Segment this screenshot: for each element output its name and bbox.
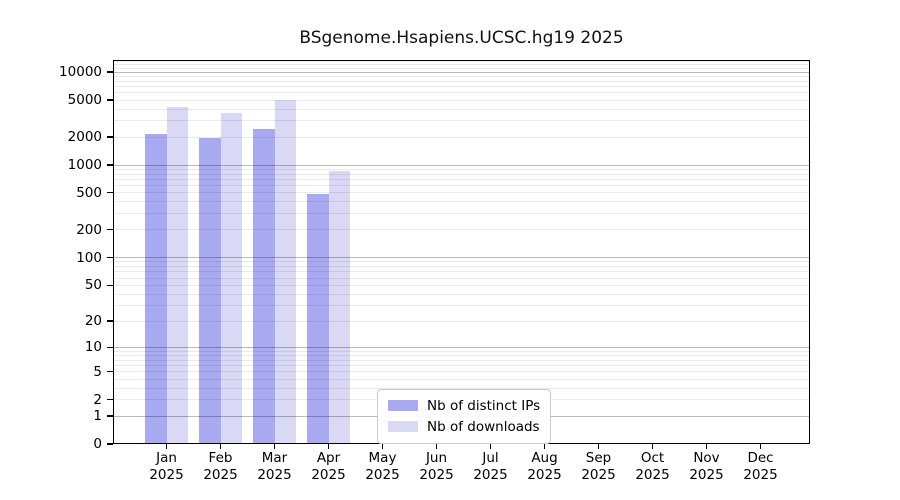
x-tick-label-jan: Jan 2025 [135,450,199,484]
y-tick [106,415,113,417]
x-tick-label-feb: Feb 2025 [189,450,253,484]
y-tick-label: 1000 [67,157,102,173]
y-tick-label: 10000 [59,64,102,80]
y-tick [106,136,113,138]
y-tick [106,320,113,322]
y-tick-label: 10 [84,339,102,356]
x-tick [597,444,600,449]
y-tick-label: 200 [76,221,102,238]
x-tick-year: 2025 [473,467,508,483]
x-tick-year: 2025 [149,467,184,483]
legend-item-downloads: Nb of downloads [378,416,550,437]
y-tick [106,371,113,373]
y-tick-label: 100 [76,249,102,266]
x-tick [489,444,492,449]
bar-distinct-ips-feb [199,138,221,443]
x-tick [705,444,708,449]
x-tick-label-nov: Nov 2025 [675,450,739,484]
legend-label-distinct-ips: Nb of distinct IPs [427,397,541,414]
bar-downloads-apr [328,171,350,443]
x-tick-label-dec: Dec 2025 [729,450,793,484]
y-tick-label: 20 [84,313,102,329]
x-tick-month: Dec [747,450,774,466]
bar-distinct-ips-jan [145,134,167,443]
x-tick-label-jun: Jun 2025 [405,450,469,484]
x-tick [381,444,384,449]
y-tick [106,164,113,166]
x-tick-label-jul: Jul 2025 [459,450,523,484]
x-tick-month: Jul [482,450,499,466]
x-tick-month: Apr [316,450,341,466]
y-tick [106,284,113,286]
y-tick [106,443,113,445]
y-tick-label: 2 [93,391,102,408]
bar-distinct-ips-apr [307,193,329,443]
y-tick [106,399,113,401]
legend-swatch-distinct-ips [388,400,418,411]
x-tick-year: 2025 [365,467,400,483]
bar-downloads-mar [274,100,296,443]
x-tick-year: 2025 [635,467,670,483]
x-tick-label-apr: Apr 2025 [297,450,361,484]
x-tick [759,444,762,449]
y-tick [106,71,113,73]
x-tick-month: Nov [693,450,720,466]
legend-label-downloads: Nb of downloads [427,418,540,435]
y-tick-label: 5000 [67,92,102,108]
legend-swatch-downloads [388,421,418,432]
x-tick [273,444,276,449]
x-tick-month: May [368,450,397,466]
bar-downloads-feb [220,112,242,443]
x-tick [165,444,168,449]
plot-area: Nb of distinct IPs Nb of downloads [113,60,810,444]
x-tick [435,444,438,449]
x-tick [219,444,222,449]
x-tick-year: 2025 [311,467,346,483]
x-tick-month: Sep [585,450,612,466]
x-tick-month: Jan [156,450,177,466]
bar-downloads-jan [166,107,188,443]
bars-layer [114,61,809,443]
x-tick-label-aug: Aug 2025 [513,450,577,484]
y-tick-label: 1 [93,408,102,424]
x-tick-year: 2025 [257,467,292,483]
y-tick [106,257,113,259]
x-tick [543,444,546,449]
x-tick-month: Feb [208,450,233,466]
x-tick-year: 2025 [581,467,616,483]
legend: Nb of distinct IPs Nb of downloads [377,389,551,444]
y-tick [106,99,113,101]
x-tick-label-may: May 2025 [351,450,415,484]
x-tick-year: 2025 [527,467,562,483]
x-tick-month: Aug [531,450,558,466]
x-tick-label-mar: Mar 2025 [243,450,307,484]
x-tick-year: 2025 [743,467,778,483]
y-tick [106,346,113,348]
x-tick-label-sep: Sep 2025 [567,450,631,484]
x-tick-year: 2025 [689,467,724,483]
y-tick [106,192,113,194]
x-tick-month: Jun [425,450,448,466]
y-tick [106,229,113,231]
chart-title: BSgenome.Hsapiens.UCSC.hg19 2025 [299,28,624,48]
bar-distinct-ips-mar [253,129,275,443]
x-tick-month: Mar [261,450,288,466]
x-tick [327,444,330,449]
x-tick-year: 2025 [419,467,454,483]
y-tick-label: 2000 [67,129,102,145]
x-tick [651,444,654,449]
x-tick-month: Oct [640,450,665,466]
y-tick-label: 0 [93,436,102,452]
x-tick-year: 2025 [203,467,238,483]
y-tick-label: 500 [76,184,102,201]
y-tick-label: 5 [93,363,102,380]
y-tick-label: 50 [84,277,102,294]
x-tick-label-oct: Oct 2025 [621,450,685,484]
legend-item-distinct-ips: Nb of distinct IPs [378,395,550,416]
